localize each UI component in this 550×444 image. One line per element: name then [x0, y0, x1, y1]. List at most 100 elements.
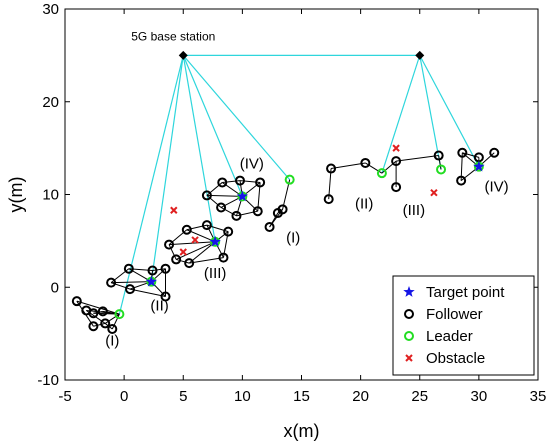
- legend-marker-follower: [404, 309, 414, 319]
- legend-label-obstacle: Obstacle: [426, 350, 485, 367]
- leader-marker-5: [376, 168, 387, 179]
- base-station-links: [118, 54, 480, 315]
- x-tick-label-15: 15: [293, 388, 310, 405]
- formation-link-4: [104, 313, 120, 324]
- formation-link-3: [102, 310, 120, 315]
- target-point-marker-1: [209, 235, 221, 247]
- follower-marker-5: [100, 318, 111, 329]
- base-link-1: [150, 55, 184, 282]
- follower-marker-33: [391, 156, 402, 167]
- legend-marker-obstacle: [405, 354, 413, 362]
- formation-link-34: [189, 257, 224, 264]
- base-station-label: 5G base station: [131, 29, 215, 43]
- follower-marker-10: [147, 265, 158, 276]
- follower-marker-9: [125, 284, 136, 295]
- annotation-label-2: (III): [204, 265, 227, 282]
- x-tick-label-20: 20: [352, 388, 369, 405]
- y-tick-label-0: 0: [51, 279, 59, 296]
- follower-marker-24: [252, 206, 263, 217]
- target-point-marker-0: [145, 275, 158, 287]
- formation-link-45: [222, 180, 241, 183]
- legend-marker-target-point: [403, 286, 415, 297]
- follower-marker-15: [201, 220, 212, 231]
- annotation-label-7: (IV): [485, 179, 509, 196]
- follower-marker-14: [181, 224, 192, 235]
- formation-link-10: [111, 313, 120, 330]
- legend-box: [392, 275, 535, 376]
- follower-marker-20: [201, 190, 212, 201]
- annotation-label-4: (I): [286, 230, 300, 247]
- leader-marker-0: [114, 309, 125, 320]
- follower-marker-17: [218, 252, 229, 263]
- formation-link-60: [396, 155, 439, 162]
- follower-marker-12: [160, 291, 171, 302]
- formation-link-49: [220, 207, 237, 217]
- x-tick-label--5: -5: [58, 388, 71, 405]
- follower-marker-34: [391, 182, 402, 193]
- formation-link-7: [93, 322, 106, 327]
- base-link-3: [182, 55, 243, 197]
- base-link-6: [381, 55, 421, 174]
- annotation-label-6: (III): [403, 202, 426, 219]
- formation-link-25: [206, 224, 216, 243]
- base-link-0: [118, 55, 184, 315]
- follower-marker-25: [231, 210, 242, 221]
- formation-link-0: [76, 300, 120, 315]
- base-link-2: [182, 55, 216, 242]
- follower-marker-29: [277, 204, 288, 215]
- follower-marker-11: [160, 263, 171, 274]
- target-point-marker-2: [236, 190, 249, 202]
- follower-marker-2: [88, 308, 99, 319]
- follower-marker-35: [433, 150, 444, 161]
- base-station-marker-0: [178, 50, 188, 60]
- y-axis-label: y(m): [6, 177, 26, 213]
- follower-marker-6: [107, 323, 118, 334]
- leader-marker-4: [284, 174, 295, 185]
- follower-marker-31: [326, 163, 337, 174]
- follower-marker-36: [456, 175, 467, 186]
- formation-link-28: [188, 241, 216, 264]
- formation-link-55: [328, 168, 332, 200]
- follower-marker-37: [457, 147, 468, 158]
- follower-marker-27: [264, 221, 275, 232]
- x-tick-label-0: 0: [120, 388, 128, 405]
- y-tick-label--10: -10: [37, 372, 59, 389]
- formation-link-29: [175, 241, 216, 260]
- formation-link-22: [129, 288, 166, 298]
- follower-marker-8: [123, 263, 134, 274]
- formation-link-23: [169, 241, 216, 246]
- legend-label-follower: Follower: [426, 306, 483, 323]
- y-tick-label-20: 20: [42, 94, 59, 111]
- follower-marker-22: [235, 175, 246, 186]
- legend: Target point Follower Leader Obstacle: [392, 275, 535, 376]
- formation-link-66: [462, 152, 480, 158]
- obstacle-marker-4: [430, 188, 438, 197]
- base-link-4: [182, 54, 291, 181]
- follower-marker-26: [216, 202, 227, 213]
- follower-marker-19: [171, 254, 182, 265]
- annotation-label-1: (II): [150, 297, 168, 314]
- x-tick-label-5: 5: [179, 388, 187, 405]
- follower-marker-18: [184, 258, 195, 269]
- formation-link-61: [438, 155, 442, 170]
- follower-marker-16: [223, 226, 234, 237]
- formation-link-24: [186, 229, 216, 243]
- formation-link-56: [330, 162, 366, 170]
- x-tick-label-25: 25: [411, 388, 428, 405]
- base-link-7: [419, 55, 442, 170]
- formation-link-53: [282, 179, 291, 210]
- follower-marker-4: [88, 321, 99, 332]
- formation-link-11: [111, 281, 152, 284]
- target-point-marker-3: [473, 160, 485, 172]
- x-tick-label-35: 35: [530, 388, 547, 405]
- base-station-marker-1: [415, 50, 425, 60]
- annotation-label-5: (II): [355, 195, 373, 212]
- follower-marker-39: [489, 147, 500, 158]
- data-markers: [71, 50, 500, 334]
- follower-marker-23: [255, 177, 266, 188]
- leader-marker-6: [436, 164, 447, 175]
- formation-link-35: [176, 258, 190, 264]
- formation-link-36: [168, 244, 177, 260]
- annotation-label-0: (I): [105, 333, 119, 350]
